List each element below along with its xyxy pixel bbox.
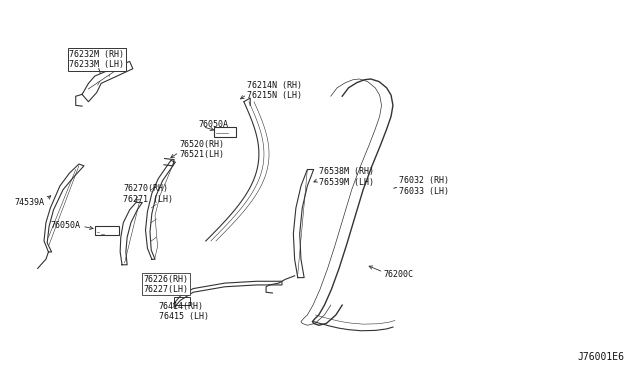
Text: 76538M (RH)
76539M (LH): 76538M (RH) 76539M (LH) bbox=[319, 167, 374, 186]
Text: 76200C: 76200C bbox=[383, 270, 413, 279]
Text: 76414(RH)
76415 (LH): 76414(RH) 76415 (LH) bbox=[159, 302, 209, 321]
Text: 76270(RH)
76271 (LH): 76270(RH) 76271 (LH) bbox=[124, 185, 173, 204]
Text: 76214N (RH)
76215N (LH): 76214N (RH) 76215N (LH) bbox=[247, 81, 302, 100]
Text: 74539A: 74539A bbox=[14, 198, 44, 207]
Bar bbox=[174, 297, 190, 305]
Text: J76001E6: J76001E6 bbox=[577, 352, 625, 362]
Text: 76032 (RH)
76033 (LH): 76032 (RH) 76033 (LH) bbox=[399, 176, 449, 196]
Bar bbox=[214, 127, 236, 137]
Bar bbox=[95, 226, 119, 235]
Text: 76232M (RH)
76233M (LH): 76232M (RH) 76233M (LH) bbox=[69, 50, 124, 69]
Text: 76050A: 76050A bbox=[198, 120, 228, 129]
Text: 76520(RH)
76521(LH): 76520(RH) 76521(LH) bbox=[179, 140, 224, 159]
Text: 76050A: 76050A bbox=[51, 221, 81, 230]
Text: 76226(RH)
76227(LH): 76226(RH) 76227(LH) bbox=[143, 275, 189, 294]
